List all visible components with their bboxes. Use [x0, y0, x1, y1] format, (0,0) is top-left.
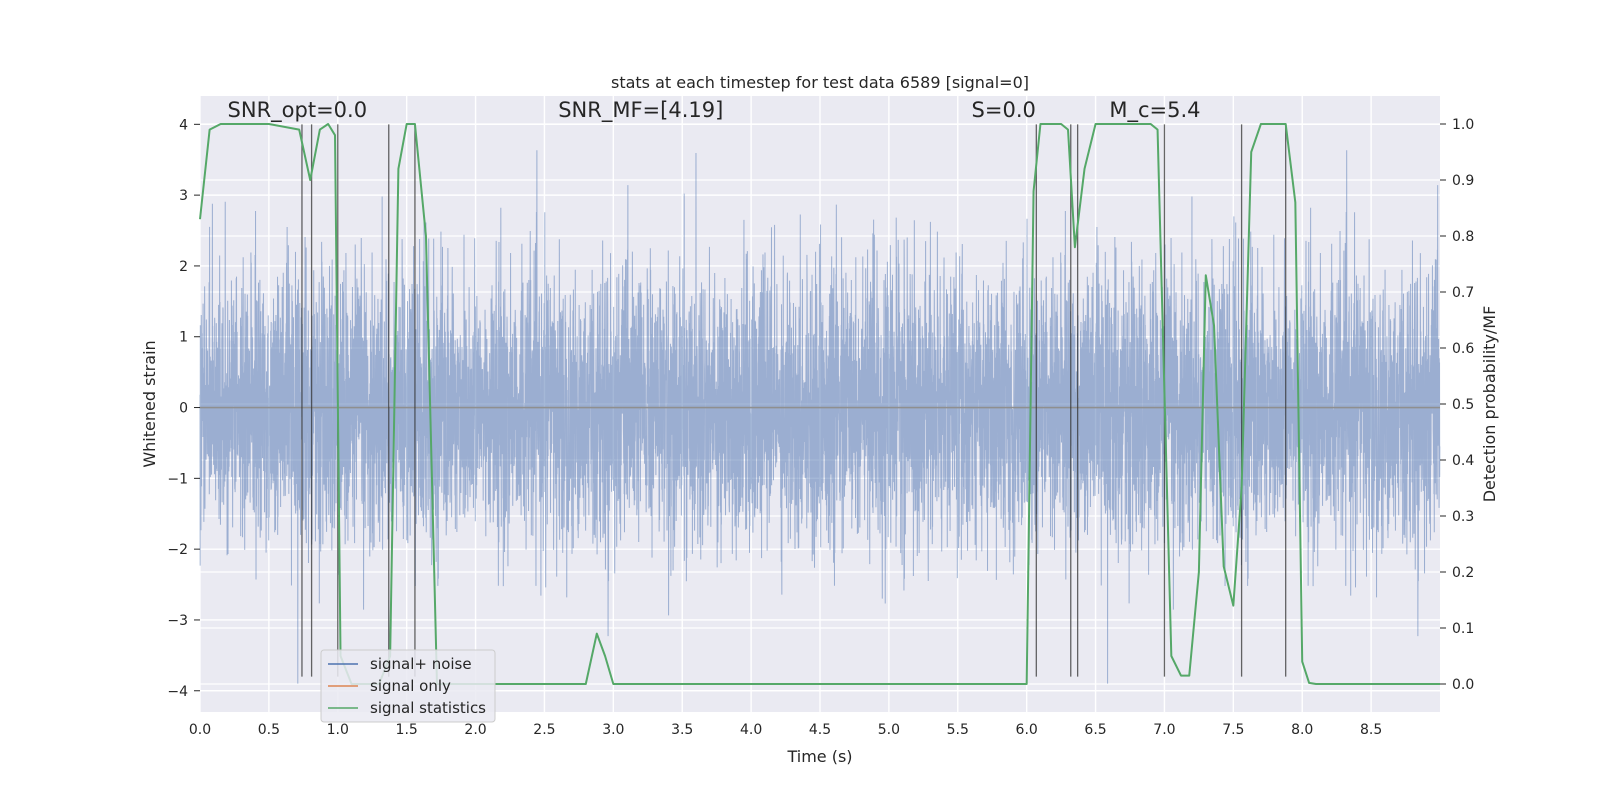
legend-label-signal-noise: signal+ noise	[370, 655, 472, 673]
x-axis-label: Time (s)	[786, 747, 852, 766]
annotation-snr-mf: SNR_MF=[4.19]	[558, 98, 723, 123]
signal-noise-series	[199, 150, 1441, 684]
detection-lines	[301, 124, 1287, 677]
x-tick-label: 8.0	[1291, 722, 1313, 738]
y-axis-label: Whitened strain	[140, 340, 159, 467]
y-tick-label: 1	[179, 330, 188, 346]
x-tick-label: 4.5	[809, 722, 831, 738]
x-tick-label: 8.5	[1360, 722, 1382, 738]
annotations: SNR_opt=0.0 SNR_MF=[4.19] S=0.0 M_c=5.4	[228, 98, 1201, 123]
y-tick-label: −2	[167, 542, 188, 558]
y2-tick-label: 1.0	[1452, 117, 1474, 133]
chart-title: stats at each timestep for test data 658…	[611, 73, 1029, 92]
y-tick-label: 3	[179, 188, 188, 204]
legend: signal+ noise signal only signal statist…	[320, 649, 496, 723]
y2-tick-label: 0.8	[1452, 229, 1474, 245]
signal-noise-line	[199, 150, 1441, 684]
y2-tick-label: 0.1	[1452, 621, 1474, 637]
x-tick-label: 5.5	[947, 722, 969, 738]
x-tick-label: 3.5	[671, 722, 693, 738]
y2-axis-ticks: 1.0 0.9 0.8 0.7 0.6 0.5 0.4 0.3 0.2 0.1 0.0	[1440, 117, 1474, 693]
y2-tick-label: 0.4	[1452, 453, 1474, 469]
y2-axis-label: Detection probability/MF	[1480, 306, 1499, 503]
annotation-s-value: S=0.0	[972, 98, 1036, 122]
x-tick-label: 7.5	[1222, 722, 1244, 738]
y-tick-label: 2	[179, 259, 188, 275]
x-tick-label: 2.5	[533, 722, 555, 738]
x-tick-label: 0.5	[258, 722, 280, 738]
x-tick-label: 1.0	[327, 722, 349, 738]
x-tick-label: 2.0	[464, 722, 486, 738]
x-tick-label: 4.0	[740, 722, 762, 738]
x-tick-label: 7.0	[1153, 722, 1175, 738]
y2-tick-label: 0.2	[1452, 565, 1474, 581]
y-axis-ticks: 4 3 2 1 0 −1 −2 −3 −4	[167, 117, 200, 700]
x-tick-label: 6.0	[1016, 722, 1038, 738]
legend-label-signal-statistics: signal statistics	[370, 699, 486, 717]
x-axis-ticks: 0.0 0.5 1.0 1.5 2.0 2.5 3.0 3.5 4.0 4.5 5.0 5.5 6.0 6…	[189, 722, 1382, 738]
y-tick-label: −1	[167, 471, 188, 487]
annotation-mc-value: M_c=5.4	[1109, 98, 1200, 123]
y2-tick-label: 0.9	[1452, 173, 1474, 189]
annotation-snr-opt: SNR_opt=0.0	[228, 98, 368, 123]
y2-tick-label: 0.3	[1452, 509, 1474, 525]
y2-tick-label: 0.5	[1452, 397, 1474, 413]
x-tick-label: 5.0	[878, 722, 900, 738]
x-tick-label: 3.0	[602, 722, 624, 738]
y-tick-label: 0	[179, 401, 188, 417]
y2-tick-label: 0.7	[1452, 285, 1474, 301]
y-tick-label: −3	[167, 613, 188, 629]
legend-label-signal-only: signal only	[370, 677, 451, 695]
y2-tick-label: 0.0	[1452, 677, 1474, 693]
x-tick-label: 6.5	[1084, 722, 1106, 738]
y-tick-label: −4	[167, 684, 188, 700]
y2-tick-label: 0.6	[1452, 341, 1474, 357]
x-tick-label: 0.0	[189, 722, 211, 738]
legend-box	[320, 649, 496, 723]
x-tick-label: 1.5	[396, 722, 418, 738]
y-tick-label: 4	[179, 117, 188, 133]
